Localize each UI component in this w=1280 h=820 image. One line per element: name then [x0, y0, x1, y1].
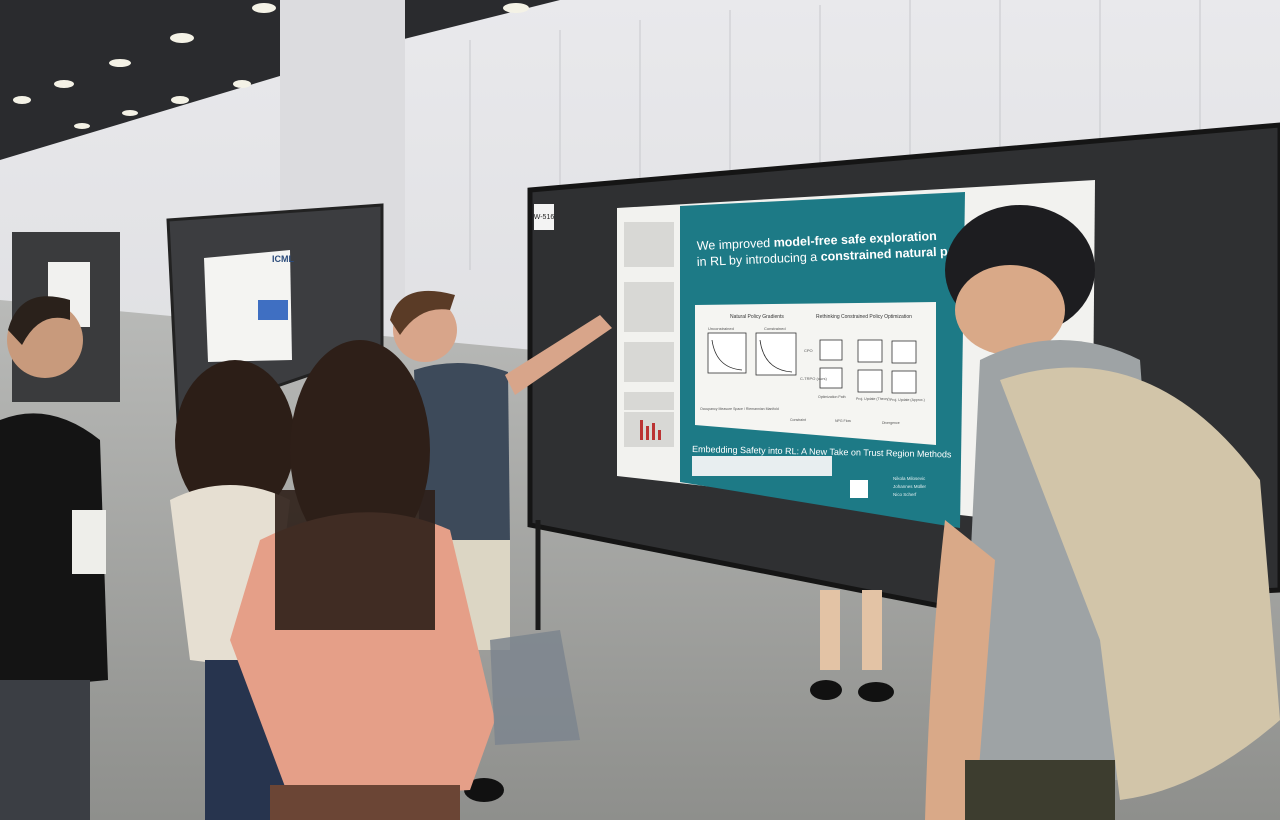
- column-label: Constrained: [764, 326, 786, 331]
- legend-entry: Constraint: [790, 418, 806, 422]
- headline-part: model-free safe exploration: [773, 229, 937, 250]
- headline-part: We improved: [697, 236, 774, 253]
- author: Johannes Müller: [893, 484, 927, 489]
- poster-diagram-panel: [695, 302, 936, 445]
- poster-headline: We improved model-free safe exploration: [697, 229, 938, 253]
- author: Nikola Milosevic: [893, 476, 926, 481]
- space-label-part: Occupancy Measure Space: [700, 407, 743, 411]
- method-label: Proj. Update (Theory): [856, 397, 890, 401]
- person-behind-board: [810, 590, 894, 702]
- ceiling-lights: [13, 3, 529, 129]
- method-label: Optimization Path: [818, 395, 846, 399]
- floor-bag: [490, 630, 580, 745]
- column-label: Unconstrained: [708, 326, 734, 331]
- poster-histogram: [640, 420, 661, 440]
- person-right: [925, 205, 1280, 820]
- panel-title: Natural Policy Gradients: [730, 314, 784, 320]
- person-presenter: [390, 290, 612, 802]
- ceiling: [0, 0, 560, 160]
- diagram-boxes: [707, 332, 917, 394]
- legend-entry: NPG Flow: [835, 419, 851, 423]
- person-pink-jacket: [230, 340, 495, 820]
- author: Nico Scherf: [893, 492, 917, 497]
- left-poster-figure: [258, 300, 288, 320]
- board-label-card: [534, 204, 554, 230]
- row-label: C-TRPO (ours): [800, 376, 828, 381]
- left-poster-logo: ICML: [272, 254, 294, 264]
- panel-title: Rethinking Constrained Policy Optimizati…: [816, 314, 912, 320]
- space-label-part: Riemannian Manifold: [746, 407, 779, 411]
- poster-sidebar-blocks: [624, 222, 674, 447]
- board-label: W-516: [534, 214, 555, 221]
- diagram-curves: [711, 339, 793, 373]
- qr-code: [850, 480, 868, 498]
- row-label: CPO: [804, 348, 813, 353]
- space-label: Occupancy Measure Space / Riemannian Man…: [700, 407, 779, 411]
- legend-entry: Divergence: [882, 421, 900, 425]
- poster-logos: [692, 456, 832, 476]
- headline-part: in RL by introducing a: [697, 250, 821, 269]
- method-label: Proj. Update (Approx.): [890, 398, 925, 402]
- wall-panels: [469, 0, 1201, 270]
- left-poster: [204, 250, 292, 362]
- person-left: [0, 296, 108, 820]
